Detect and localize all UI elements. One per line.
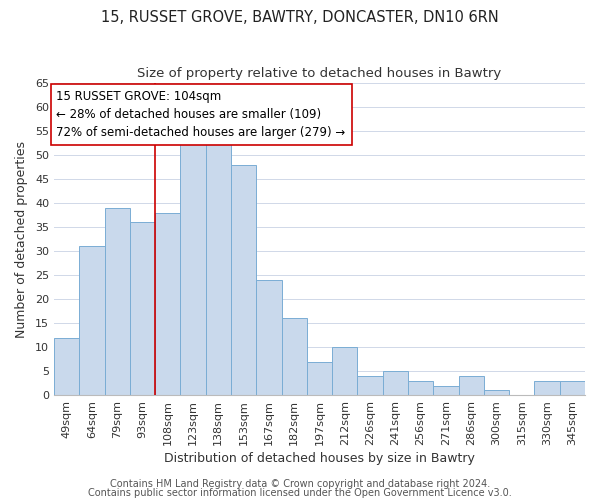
Bar: [535, 381, 560, 395]
Bar: [332, 347, 358, 395]
Bar: [54, 338, 79, 395]
Bar: [231, 164, 256, 395]
Text: Contains HM Land Registry data © Crown copyright and database right 2024.: Contains HM Land Registry data © Crown c…: [110, 479, 490, 489]
Bar: [281, 318, 307, 395]
Bar: [408, 381, 433, 395]
Bar: [79, 246, 104, 395]
Title: Size of property relative to detached houses in Bawtry: Size of property relative to detached ho…: [137, 68, 502, 80]
Bar: [155, 212, 181, 395]
Bar: [206, 136, 231, 395]
Bar: [256, 280, 281, 395]
Bar: [307, 362, 332, 395]
Bar: [433, 386, 458, 395]
Text: 15 RUSSET GROVE: 104sqm
← 28% of detached houses are smaller (109)
72% of semi-d: 15 RUSSET GROVE: 104sqm ← 28% of detache…: [56, 90, 346, 140]
Bar: [484, 390, 509, 395]
Bar: [130, 222, 155, 395]
Text: 15, RUSSET GROVE, BAWTRY, DONCASTER, DN10 6RN: 15, RUSSET GROVE, BAWTRY, DONCASTER, DN1…: [101, 10, 499, 25]
Bar: [104, 208, 130, 395]
Bar: [181, 140, 206, 395]
Bar: [383, 371, 408, 395]
Bar: [458, 376, 484, 395]
X-axis label: Distribution of detached houses by size in Bawtry: Distribution of detached houses by size …: [164, 452, 475, 465]
Text: Contains public sector information licensed under the Open Government Licence v3: Contains public sector information licen…: [88, 488, 512, 498]
Bar: [358, 376, 383, 395]
Y-axis label: Number of detached properties: Number of detached properties: [15, 140, 28, 338]
Bar: [560, 381, 585, 395]
